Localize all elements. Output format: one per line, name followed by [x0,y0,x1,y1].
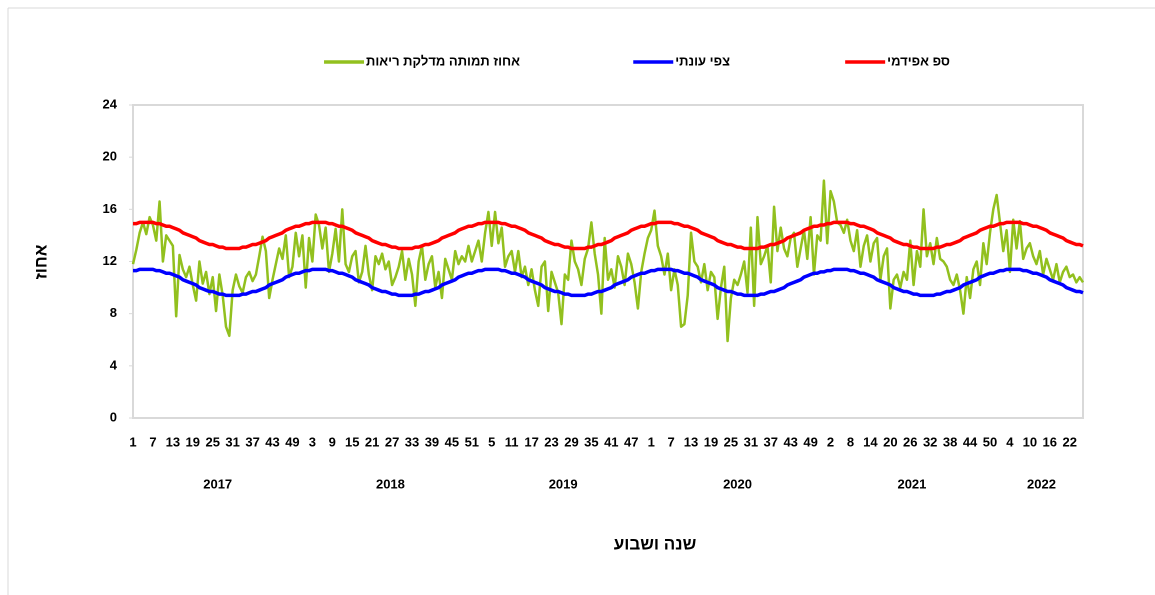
x-axis-title: שנה ושבוע [614,534,697,553]
year-label: 2017 [203,476,232,491]
x-tick-label: 14 [863,434,878,449]
x-tick-label: 15 [345,434,359,449]
x-tick-label: 38 [943,434,957,449]
x-tick-label: 37 [764,434,778,449]
x-tick-label: 1 [648,434,655,449]
x-tick-label: 29 [564,434,578,449]
x-tick-label: 35 [584,434,598,449]
x-tick-label: 47 [624,434,638,449]
x-tick-label: 9 [329,434,336,449]
x-tick-label: 19 [186,434,200,449]
x-tick-label: 10 [1023,434,1037,449]
year-label: 2018 [376,476,405,491]
y-tick-label: 24 [103,96,118,111]
legend-label: ספ אפידמי [887,53,950,68]
y-tick-label: 0 [110,409,117,424]
x-tick-label: 8 [847,434,854,449]
x-tick-label: 31 [225,434,239,449]
x-tick-label: 7 [667,434,674,449]
x-tick-label: 25 [724,434,738,449]
year-label: 2022 [1027,476,1056,491]
x-tick-label: 37 [245,434,259,449]
year-label: 2020 [723,476,752,491]
x-tick-label: 3 [309,434,316,449]
x-tick-label: 43 [783,434,797,449]
x-tick-label: 41 [604,434,618,449]
x-tick-label: 39 [425,434,439,449]
series-line [133,267,1084,298]
x-tick-label: 1 [129,434,136,449]
x-tick-label: 49 [285,434,299,449]
y-tick-label: 12 [103,253,117,268]
y-tick-label: 8 [110,305,117,320]
x-tick-label: 11 [505,434,519,449]
x-tick-label: 5 [488,434,495,449]
x-tick-label: 7 [149,434,156,449]
series-line [133,220,1084,251]
x-tick-label: 51 [465,434,479,449]
year-label: 2019 [549,476,578,491]
x-tick-label: 13 [684,434,698,449]
x-tick-label: 27 [385,434,399,449]
x-tick-label: 25 [205,434,219,449]
legend-label: אחוז תמותה מדלקת ריאות [366,53,520,68]
x-tick-label: 16 [1043,434,1057,449]
x-tick-label: 44 [963,434,978,449]
x-tick-label: 22 [1062,434,1076,449]
x-tick-label: 43 [265,434,279,449]
x-tick-label: 32 [923,434,937,449]
x-tick-label: 50 [983,434,997,449]
x-tick-label: 19 [704,434,718,449]
x-tick-label: 21 [365,434,379,449]
x-tick-label: 26 [903,434,917,449]
x-tick-label: 45 [445,434,459,449]
x-tick-label: 23 [544,434,558,449]
y-axis-title: אחוז [31,244,50,279]
year-label: 2021 [897,476,926,491]
x-tick-label: 2 [827,434,834,449]
series-line [131,179,1085,343]
x-tick-label: 17 [524,434,538,449]
y-tick-label: 4 [110,357,118,372]
x-tick-label: 20 [883,434,897,449]
legend-label: צפי עונתי [675,53,730,68]
x-tick-label: 13 [166,434,180,449]
y-tick-label: 16 [103,201,117,216]
x-tick-label: 31 [744,434,758,449]
x-tick-label: 33 [405,434,419,449]
y-tick-label: 20 [103,149,117,164]
x-tick-label: 4 [1006,434,1014,449]
x-tick-label: 49 [803,434,817,449]
